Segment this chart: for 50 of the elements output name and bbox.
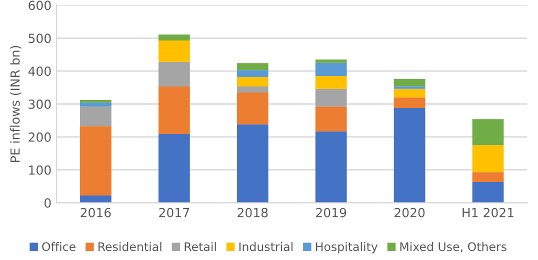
bar [394,78,426,86]
bar [315,131,347,203]
bar [472,172,504,182]
bar [80,126,112,196]
y-tick-label: 200 [28,132,51,142]
x-tick-label: 2020 [394,208,425,218]
y-tick-label: 600 [28,0,51,10]
bar [472,145,504,172]
bar [394,108,426,203]
bar [236,86,268,92]
bar [315,76,347,89]
y-tick-label: 500 [28,34,51,44]
x-tick-label: 2019 [316,208,346,218]
bar [394,86,426,89]
bar [80,196,112,203]
bar [158,134,190,203]
x-tick-label: 2017 [159,208,190,218]
bar [315,106,347,132]
bar [158,62,190,87]
bar [236,70,268,77]
y-tick-label: 100 [29,165,51,175]
bar [315,88,347,107]
bar [80,106,112,126]
x-tick-label: H1 2021 [462,208,514,218]
bar [80,102,112,107]
bar [158,40,190,62]
legend-label: Hospitality [316,242,378,254]
y-tick-label: 0 [44,198,51,208]
bar [472,182,504,203]
legend-label: Residential [98,242,162,252]
bar [315,62,347,76]
legend-label: Retail [184,242,216,252]
x-tick-label: 2018 [238,208,268,218]
bar [236,76,268,87]
bar [315,60,347,63]
bar [158,34,190,40]
legend-label: Office [42,242,76,252]
x-tick-label: 2016 [80,208,111,218]
bar [472,119,504,146]
bar [394,97,426,108]
legend-label: Mixed Use, Others [400,242,506,252]
y-tick-label: 300 [28,99,51,109]
bar [236,92,268,124]
bar [236,124,268,203]
bar [394,88,426,98]
bar [158,86,190,134]
legend-label: Industrial [239,242,292,252]
y-axis-title: PE inflows (INR bn) [10,46,22,162]
y-tick-label: 400 [28,66,51,76]
bar [236,63,268,70]
